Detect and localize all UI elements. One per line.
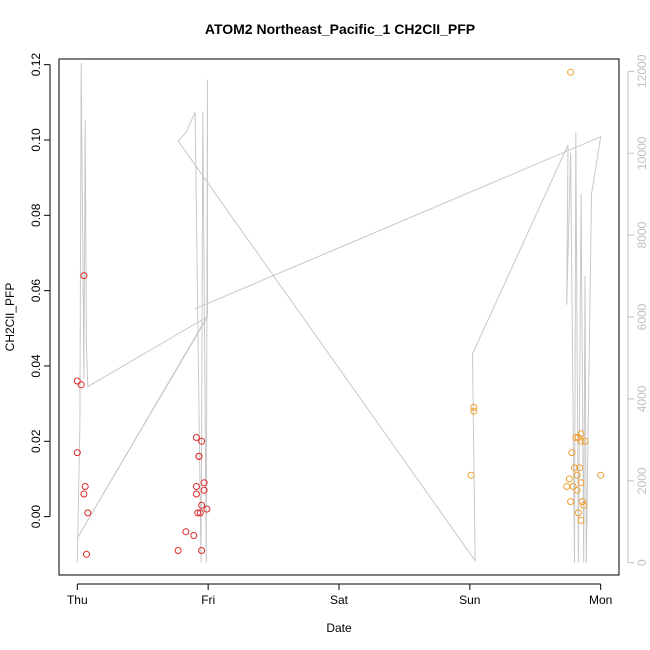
x-axis-label: Date	[326, 621, 352, 635]
data-point-series-2-5	[563, 483, 571, 490]
data-point-series-1-22	[200, 486, 208, 494]
y-tick-label-left: 0.12	[29, 53, 43, 77]
data-point-series-1-11	[190, 532, 198, 539]
data-point-series-1-12	[192, 434, 200, 441]
data-point-series-2-7	[567, 498, 575, 506]
x-axis: Thu Fri Sat Sun Mon	[67, 583, 612, 607]
x-tick-label-sat: Sat	[330, 593, 349, 607]
data-point-series-2-23	[577, 516, 585, 524]
data-point-series-2-18	[577, 479, 585, 487]
data-point-series-2-16	[577, 430, 585, 438]
data-point-series-2-15	[576, 464, 584, 472]
data-point-series-2-19	[578, 498, 586, 506]
data-point-series-1-10	[182, 528, 190, 536]
data-point-series-2-13	[573, 471, 581, 479]
secondary-line	[76, 63, 602, 563]
data-point-series-2-24	[597, 471, 605, 479]
data-point-series-2-3	[467, 471, 475, 479]
data-point-series-2-21	[581, 437, 589, 445]
data-point-series-1-1	[73, 377, 81, 385]
data-point-series-1-13	[192, 483, 200, 490]
data-point-series-1-19	[198, 437, 206, 445]
x-tick-label-mon: Mon	[589, 593, 612, 607]
chart-title: ATOM2 Northeast_Pacific_1 CH2ClI_PFP	[205, 21, 475, 37]
y-tick-label-right: 12000	[635, 54, 649, 88]
data-point-series-1-9	[174, 547, 182, 554]
data-point-series-1-24	[198, 547, 206, 554]
y-tick-label-right: 2000	[635, 467, 649, 494]
data-point-series-1-7	[84, 509, 92, 517]
data-point-series-1-2	[73, 449, 81, 457]
data-point-series-2-9	[569, 483, 577, 490]
data-point-series-1-6	[80, 272, 88, 280]
y-tick-label-right: 0	[635, 559, 649, 566]
x-tick-label-thu: Thu	[67, 593, 88, 607]
data-point-series-2-10	[571, 464, 578, 472]
data-point-series-1-21	[200, 479, 208, 487]
data-point-series-2-1	[470, 403, 478, 411]
data-point-series-1-23	[203, 505, 211, 513]
data-point-series-2-11	[572, 434, 580, 441]
data-point-series-1-8	[83, 550, 90, 558]
data-point-series-1-20	[198, 501, 206, 509]
data-point-series-2-8	[568, 449, 576, 457]
plot-frame	[58, 58, 620, 576]
data-point-series-1-5	[81, 483, 89, 490]
y-tick-label-left: 0.06	[29, 279, 43, 303]
data-point-series-1-14	[192, 490, 200, 498]
x-tick-label-fri: Fri	[201, 593, 215, 607]
data-point-series-2-12	[573, 486, 581, 494]
y-axis-label: CH2ClI_PFP	[3, 283, 17, 352]
y-axis-left: 0.00 0.02 0.04 0.06 0.08 0.10 0.12	[29, 53, 51, 529]
scatter-points	[73, 68, 605, 558]
data-point-series-1-18	[196, 509, 204, 517]
y-tick-label-left: 0.04	[29, 354, 43, 378]
data-point-series-2-20	[580, 501, 588, 509]
data-point-series-2-22	[574, 509, 582, 517]
x-tick-label-sun: Sun	[459, 593, 480, 607]
y-tick-label-left: 0.08	[29, 203, 43, 227]
y-tick-label-left: 0.02	[29, 429, 43, 453]
data-point-series-1-4	[80, 490, 88, 498]
y-tick-label-left: 0.00	[29, 505, 43, 529]
data-point-series-2-2	[470, 407, 478, 415]
y-tick-label-right: 4000	[635, 385, 649, 412]
y-tick-label-right: 6000	[635, 303, 649, 330]
data-point-series-2-6	[565, 475, 573, 483]
data-point-series-1-3	[77, 381, 85, 389]
y-tick-label-right: 10000	[635, 136, 649, 170]
data-point-series-2-17	[577, 437, 585, 445]
data-point-series-1-17	[194, 509, 202, 517]
data-point-series-1-16	[195, 452, 203, 460]
y-axis-right: 0 2000 4000 6000 8000 10000 12000	[627, 54, 649, 566]
secondary-line-path	[76, 63, 602, 563]
data-point-series-2-4	[567, 68, 575, 76]
y-tick-label-right: 8000	[635, 221, 649, 248]
y-tick-label-left: 0.10	[29, 128, 43, 152]
